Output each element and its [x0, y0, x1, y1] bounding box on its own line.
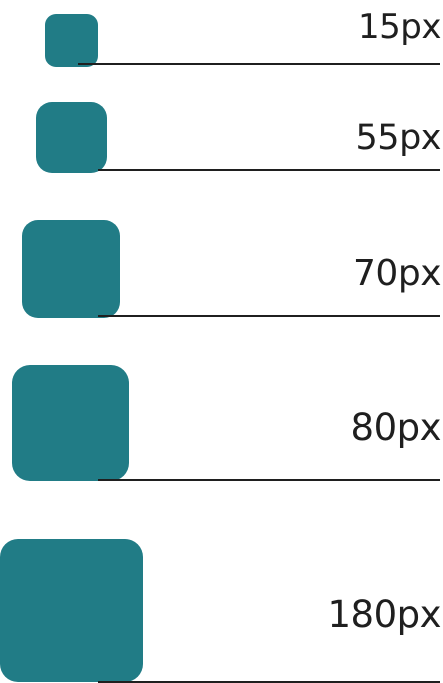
size-label: 55px — [355, 118, 442, 158]
baseline-rule — [98, 479, 440, 481]
rounded-square-swatch — [22, 220, 120, 318]
size-label: 180px — [327, 593, 441, 636]
baseline-rule — [78, 63, 440, 65]
rounded-square-swatch — [45, 14, 98, 67]
baseline-rule — [98, 681, 440, 683]
baseline-rule — [98, 315, 440, 317]
size-label: 70px — [353, 253, 441, 294]
rounded-square-swatch — [36, 102, 107, 173]
rounded-square-swatch — [0, 539, 143, 682]
size-label: 15px — [358, 7, 441, 47]
rounded-square-swatch — [12, 365, 129, 481]
baseline-rule — [98, 169, 440, 171]
size-label: 80px — [350, 406, 442, 449]
